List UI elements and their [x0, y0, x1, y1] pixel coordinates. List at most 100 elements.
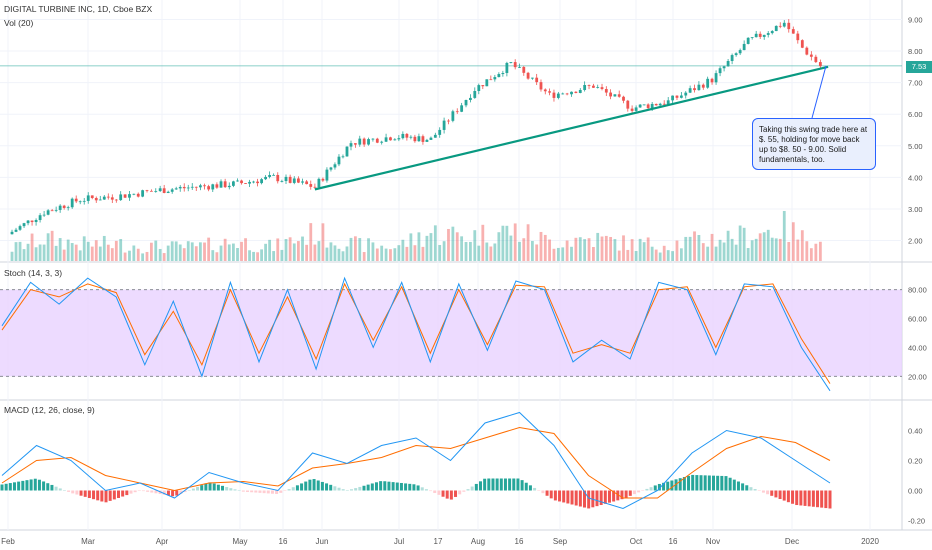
- volume-bar: [119, 239, 123, 261]
- candle-body: [774, 25, 778, 32]
- candle-body: [805, 47, 809, 55]
- volume-bar: [154, 240, 158, 261]
- candle-body: [207, 186, 211, 190]
- candle-body: [38, 215, 42, 221]
- volume-bar: [726, 230, 730, 261]
- volume-bar: [186, 241, 190, 261]
- macd-histogram-bar: [503, 478, 507, 491]
- volume-bar: [493, 243, 497, 261]
- volume-bar: [272, 251, 276, 261]
- volume-bar: [697, 235, 701, 261]
- candle-body: [154, 191, 158, 192]
- macd-histogram-bar: [499, 478, 503, 491]
- volume-bar: [90, 246, 94, 261]
- volume-bar: [380, 245, 384, 261]
- volume-bar: [389, 249, 392, 261]
- candle-body: [675, 95, 679, 98]
- volume-bar: [219, 245, 223, 261]
- volume-bar: [276, 238, 280, 261]
- candle-body: [730, 55, 734, 62]
- volume-bar: [509, 235, 513, 261]
- volume-bar: [94, 240, 98, 261]
- macd-histogram-bar: [304, 481, 308, 491]
- candle-body: [313, 186, 317, 188]
- macd-histogram-bar: [150, 490, 154, 493]
- macd-histogram-bar: [816, 490, 820, 508]
- volume-bar: [451, 226, 455, 261]
- candle-body: [583, 84, 587, 90]
- macd-histogram-bar: [766, 490, 770, 495]
- price-pane[interactable]: [10, 19, 829, 235]
- x-tick-label: May: [232, 537, 247, 546]
- macd-histogram-bar: [420, 487, 424, 491]
- macd-histogram-bar: [96, 490, 100, 501]
- macd-histogram-bar: [67, 490, 71, 492]
- macd-line: [1, 411, 831, 510]
- macd-histogram-bar: [429, 490, 433, 492]
- macd-histogram-bar: [620, 490, 624, 500]
- macd-histogram-bar: [508, 478, 512, 491]
- volume-bar: [349, 237, 353, 261]
- macd-histogram-bar: [824, 490, 828, 509]
- volume-bar: [539, 231, 543, 261]
- axes: Feb Mar Apr May 16 Jun Jul 17 Aug 16 Sep Oct 16 Nov De…: [1, 15, 927, 546]
- macd-histogram-bar: [583, 490, 587, 508]
- macd-histogram-bar: [58, 488, 62, 491]
- volume-bar: [166, 245, 170, 261]
- macd-histogram-bar: [125, 490, 129, 496]
- macd-histogram-bar: [741, 483, 745, 491]
- macd-histogram-bar: [162, 490, 166, 495]
- x-tick-label: Dec: [785, 537, 799, 546]
- macd-histogram-bar: [703, 475, 707, 491]
- macd-histogram-bar: [275, 490, 279, 495]
- macd-histogram-bar: [17, 481, 21, 491]
- volume-bar: [329, 242, 333, 261]
- volume-bar: [244, 238, 247, 261]
- volume-bar: [809, 248, 813, 261]
- candle-body: [358, 138, 362, 145]
- volume-bar: [561, 247, 565, 261]
- macd-histogram-bar: [237, 490, 241, 491]
- volume-bar: [182, 248, 186, 261]
- candle-body: [333, 164, 337, 168]
- macd-histogram-bar: [108, 490, 112, 501]
- candle-body: [574, 91, 578, 93]
- macd-histogram-bar: [807, 490, 811, 507]
- macd-histogram-bar: [732, 479, 736, 491]
- volume-bar: [158, 248, 162, 261]
- macd-histogram-bar: [204, 483, 208, 491]
- volume-bar: [174, 241, 178, 261]
- volume-bar: [296, 241, 300, 261]
- macd-histogram-bar: [187, 490, 191, 491]
- candle-body: [518, 67, 521, 68]
- price-y-tick-label: 8.00: [908, 47, 923, 56]
- volume-bar: [587, 238, 591, 261]
- macd-histogram-bar: [250, 490, 254, 493]
- volume-bar: [626, 249, 630, 261]
- candle-body: [421, 136, 425, 142]
- volume-bar: [305, 244, 309, 261]
- candle-body: [638, 104, 642, 108]
- stoch-pane[interactable]: [0, 276, 902, 392]
- volume-bar: [684, 236, 688, 261]
- candle-body: [409, 136, 413, 138]
- annotation-callout[interactable]: Taking this swing trade here at $. 55, h…: [752, 118, 876, 170]
- candle-body: [497, 74, 501, 78]
- macd-pane[interactable]: [0, 411, 832, 510]
- trendline[interactable]: [314, 65, 829, 191]
- macd-histogram-bar: [628, 490, 632, 496]
- volume-bar: [321, 223, 325, 261]
- candle-body: [70, 198, 74, 208]
- candle-body: [587, 84, 591, 86]
- candle-body: [609, 92, 613, 97]
- volume-bar: [522, 238, 526, 261]
- macd-histogram-bar: [624, 490, 628, 498]
- macd-histogram-bar: [104, 490, 108, 503]
- candle-body: [556, 93, 560, 98]
- candle-body: [215, 184, 219, 188]
- volume-bar: [190, 242, 194, 261]
- x-tick-label: Oct: [630, 537, 643, 546]
- volume-bar: [384, 248, 388, 261]
- macd-histogram-bar: [687, 475, 691, 491]
- volume-bar: [634, 250, 638, 261]
